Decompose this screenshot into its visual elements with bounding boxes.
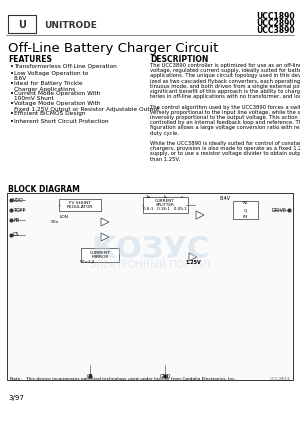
Text: VDD: VDD	[13, 198, 24, 203]
Text: Low Voltage Operation to: Low Voltage Operation to	[14, 72, 88, 76]
Text: The UCC3890 controller is optimized for use as an off-line, low power, low: The UCC3890 controller is optimized for …	[150, 63, 300, 68]
Text: figuration allows a large voltage conversion ratio with reasonable switch: figuration allows a large voltage conver…	[150, 126, 300, 131]
Text: •: •	[10, 81, 14, 87]
Text: Voltage Mode Operation With: Voltage Mode Operation With	[14, 101, 100, 106]
Text: REGULATOR: REGULATOR	[67, 205, 93, 209]
Bar	[59, 199, 101, 211]
Text: •: •	[10, 112, 14, 117]
Text: 100mV Shunt: 100mV Shunt	[14, 97, 54, 101]
Bar	[81, 248, 119, 262]
Text: 50x: 50x	[51, 220, 59, 224]
Text: Q: Q	[243, 208, 247, 212]
Bar	[7, 193, 293, 380]
Text: КОЗУС: КОЗУС	[91, 235, 209, 265]
Text: UCC3890: UCC3890	[256, 26, 295, 35]
Text: c: c	[181, 195, 183, 199]
Text: CS: CS	[13, 232, 20, 237]
Text: •: •	[10, 119, 14, 125]
Text: 8.4V: 8.4V	[219, 195, 231, 201]
Text: •: •	[10, 72, 14, 78]
Text: The control algorithm used by the UCC3890 forces a switch on time in-: The control algorithm used by the UCC389…	[150, 105, 300, 109]
Bar	[232, 201, 257, 219]
Text: voltage, regulated current supply, ideally suited for battery trickle charger: voltage, regulated current supply, ideal…	[150, 68, 300, 73]
Text: LON: LON	[60, 215, 69, 219]
Bar	[8, 15, 36, 33]
Text: While the UCC3890 is ideally suited for control of constant current battery: While the UCC3890 is ideally suited for …	[150, 141, 300, 146]
Text: UCC1890: UCC1890	[256, 12, 295, 21]
Text: UNITRODE: UNITRODE	[44, 20, 97, 30]
Text: UCC2890: UCC2890	[256, 19, 295, 28]
Text: U: U	[18, 20, 26, 30]
Text: DESCRIPTION: DESCRIPTION	[150, 55, 208, 64]
Text: applications. The unique circuit topology used in this device can be visual-: applications. The unique circuit topolog…	[150, 73, 300, 78]
Text: b: b	[164, 195, 166, 199]
Text: chargers, provision is also made to operate as a fixed 1.25V regulated: chargers, provision is also made to oper…	[150, 146, 300, 151]
Text: Charger Applications: Charger Applications	[14, 86, 75, 92]
Text: controlled by an internal feedback loop and reference. The cascaded con-: controlled by an internal feedback loop …	[150, 120, 300, 125]
Text: CURRENT: CURRENT	[90, 251, 110, 255]
Text: ized as two cascaded flyback converters, each operating in the discon-: ized as two cascaded flyback converters,…	[150, 78, 300, 84]
Text: ЭЛЕКТРОННЫЙ ПОРТАЛ: ЭЛЕКТРОННЫЙ ПОРТАЛ	[89, 260, 211, 270]
Bar	[142, 197, 188, 213]
Text: supply, or to use a resistor voltage divider to obtain output voltages higher: supply, or to use a resistor voltage div…	[150, 151, 300, 156]
Text: Off-Line Battery Charger Circuit: Off-Line Battery Charger Circuit	[8, 42, 218, 55]
Text: R2: R2	[242, 201, 248, 205]
Text: Current Mode Operation With: Current Mode Operation With	[14, 92, 100, 97]
Text: GND: GND	[159, 374, 171, 379]
Polygon shape	[101, 233, 109, 241]
Text: CT: CT	[87, 374, 93, 379]
Text: TOFF: TOFF	[13, 207, 25, 212]
Text: versely proportional to the input line voltage, while the switch off time is: versely proportional to the input line v…	[150, 110, 300, 115]
Text: 1a: 1a	[146, 195, 151, 199]
Text: VT=1.4: VT=1.4	[80, 260, 95, 264]
Text: •: •	[10, 92, 14, 98]
Text: MIRROR: MIRROR	[91, 255, 109, 259]
Text: Transformerless Off-Line Operation: Transformerless Off-Line Operation	[14, 64, 117, 69]
Text: FEATURES: FEATURES	[8, 55, 52, 64]
Text: BLOCK DIAGRAM: BLOCK DIAGRAM	[8, 185, 80, 194]
Polygon shape	[196, 211, 204, 219]
Text: Note:   This device incorporates patented technology used under license from Car: Note: This device incorporates patented …	[10, 377, 236, 381]
Text: significant benefit of this approach is the ability to charge low voltage bat-: significant benefit of this approach is …	[150, 89, 300, 94]
Text: 8.6V: 8.6V	[14, 76, 27, 81]
Text: FB: FB	[13, 218, 19, 223]
Text: •: •	[10, 101, 14, 108]
Text: Ideal for Battery Trickle: Ideal for Battery Trickle	[14, 81, 82, 86]
Text: tinuous mode, and both driven from a single external power switch. The: tinuous mode, and both driven from a sin…	[150, 84, 300, 89]
Text: Fixed 1.25V Output or Resistor Adjustable Output: Fixed 1.25V Output or Resistor Adjustabl…	[14, 106, 159, 112]
Text: UCC-8613: UCC-8613	[269, 377, 290, 381]
Text: SPLITTER: SPLITTER	[156, 203, 174, 207]
Text: Efficient BiCMOS Design: Efficient BiCMOS Design	[14, 112, 85, 117]
Text: 0.8:1   0.16:1   0.05:1: 0.8:1 0.16:1 0.05:1	[143, 206, 187, 210]
Polygon shape	[101, 218, 109, 226]
Text: CURRENT: CURRENT	[155, 200, 175, 204]
Text: teries in off-line applications with no transformer, and low internal losses.: teries in off-line applications with no …	[150, 94, 300, 99]
Text: 3/97: 3/97	[8, 395, 24, 401]
Polygon shape	[189, 253, 197, 261]
Text: DRIVE: DRIVE	[272, 207, 287, 212]
Text: duty cycle.: duty cycle.	[150, 131, 179, 136]
Text: inversely proportional to the output voltage. This action is automatically: inversely proportional to the output vol…	[150, 115, 300, 120]
Text: than 1.25V.: than 1.25V.	[150, 156, 180, 162]
Text: FV SHUNT: FV SHUNT	[69, 201, 91, 205]
Text: •: •	[10, 64, 14, 70]
Text: 1.25V: 1.25V	[185, 259, 201, 265]
Text: Inherent Short Circuit Protection: Inherent Short Circuit Protection	[14, 119, 109, 124]
Text: R3: R3	[242, 215, 248, 219]
